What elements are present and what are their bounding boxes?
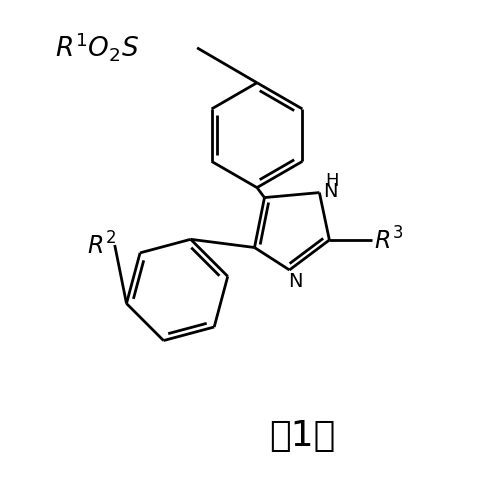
Text: $R^1O_2S$: $R^1O_2S$ xyxy=(55,30,139,63)
Text: H: H xyxy=(325,172,339,190)
Text: $R^3$: $R^3$ xyxy=(374,227,404,254)
Text: N: N xyxy=(324,181,338,200)
Text: $R^2$: $R^2$ xyxy=(87,232,116,259)
Text: N: N xyxy=(288,272,303,291)
Text: （1）: （1） xyxy=(269,418,335,452)
